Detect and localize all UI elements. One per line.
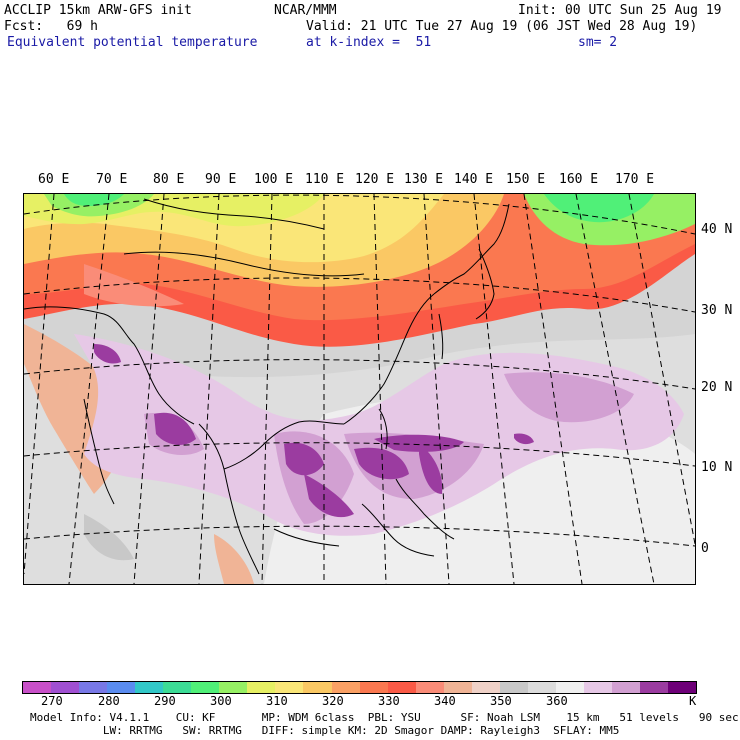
- lat-label-20n: 20 N: [701, 380, 733, 395]
- colorbar-tick-280: 280: [98, 694, 120, 708]
- lon-label-170e: 170 E: [615, 172, 655, 187]
- colorbar-swatch: [527, 682, 556, 693]
- colorbar-tick-300: 300: [210, 694, 232, 708]
- lon-label-130e: 130 E: [404, 172, 444, 187]
- colorbar-swatch: [23, 682, 52, 693]
- colorbar-swatch: [387, 682, 416, 693]
- lat-label-40n: 40 N: [701, 222, 733, 237]
- colorbar-swatch: [415, 682, 444, 693]
- colorbar-swatch: [51, 682, 80, 693]
- colorbar: [22, 681, 697, 694]
- valid-time: Valid: 21 UTC Tue 27 Aug 19 (06 JST Wed …: [306, 19, 698, 34]
- lon-label-140e: 140 E: [454, 172, 494, 187]
- colorbar-swatch: [303, 682, 332, 693]
- lat-label-0: 0: [701, 541, 709, 556]
- title-org: NCAR/MMM: [274, 3, 337, 18]
- smoothing: sm= 2: [578, 35, 618, 50]
- colorbar-tick-290: 290: [154, 694, 176, 708]
- lon-label-150e: 150 E: [506, 172, 546, 187]
- colorbar-swatch: [191, 682, 220, 693]
- lon-label-120e: 120 E: [355, 172, 395, 187]
- map-canvas: [24, 194, 695, 584]
- lon-label-160e: 160 E: [559, 172, 599, 187]
- colorbar-unit: K: [689, 694, 697, 708]
- colorbar-swatch: [79, 682, 108, 693]
- colorbar-tick-320: 320: [322, 694, 344, 708]
- lon-label-90e: 90 E: [205, 172, 237, 187]
- colorbar-swatch: [583, 682, 612, 693]
- colorbar-swatch: [640, 682, 669, 693]
- colorbar-swatch: [555, 682, 584, 693]
- colorbar-swatch: [499, 682, 528, 693]
- model-info-line1: Model Info: V4.1.1 CU: KF MP: WDM 6class…: [30, 711, 739, 724]
- lon-label-110e: 110 E: [305, 172, 345, 187]
- colorbar-swatch: [331, 682, 360, 693]
- colorbar-swatch: [135, 682, 164, 693]
- forecast-hour: Fcst: 69 h: [4, 19, 98, 34]
- colorbar-swatch: [275, 682, 304, 693]
- level-index: at k-index = 51: [306, 35, 432, 50]
- colorbar-tick-350: 350: [490, 694, 512, 708]
- colorbar-swatch: [611, 682, 641, 693]
- lon-label-100e: 100 E: [254, 172, 294, 187]
- colorbar-tick-270: 270: [41, 694, 63, 708]
- lon-label-70e: 70 E: [96, 172, 128, 187]
- init-time: Init: 00 UTC Sun 25 Aug 19: [518, 3, 722, 18]
- colorbar-swatch: [359, 682, 388, 693]
- colorbar-swatch: [219, 682, 248, 693]
- colorbar-swatch: [163, 682, 192, 693]
- title-model: ACCLIP 15km ARW-GFS init: [4, 3, 192, 18]
- colorbar-swatch: [247, 682, 276, 693]
- colorbar-swatch: [471, 682, 500, 693]
- lon-label-80e: 80 E: [153, 172, 185, 187]
- colorbar-tick-310: 310: [266, 694, 288, 708]
- theta-e-map: [23, 193, 696, 585]
- lon-label-60e: 60 E: [38, 172, 70, 187]
- lat-label-10n: 10 N: [701, 460, 733, 475]
- colorbar-swatch: [668, 682, 697, 693]
- colorbar-tick-330: 330: [378, 694, 400, 708]
- lat-label-30n: 30 N: [701, 303, 733, 318]
- field-name: Equivalent potential temperature: [7, 35, 258, 50]
- model-info-line2: LW: RRTMG SW: RRTMG DIFF: simple KM: 2D …: [30, 724, 620, 737]
- colorbar-tick-340: 340: [434, 694, 456, 708]
- colorbar-tick-360: 360: [546, 694, 568, 708]
- colorbar-swatch: [107, 682, 136, 693]
- colorbar-swatch: [443, 682, 472, 693]
